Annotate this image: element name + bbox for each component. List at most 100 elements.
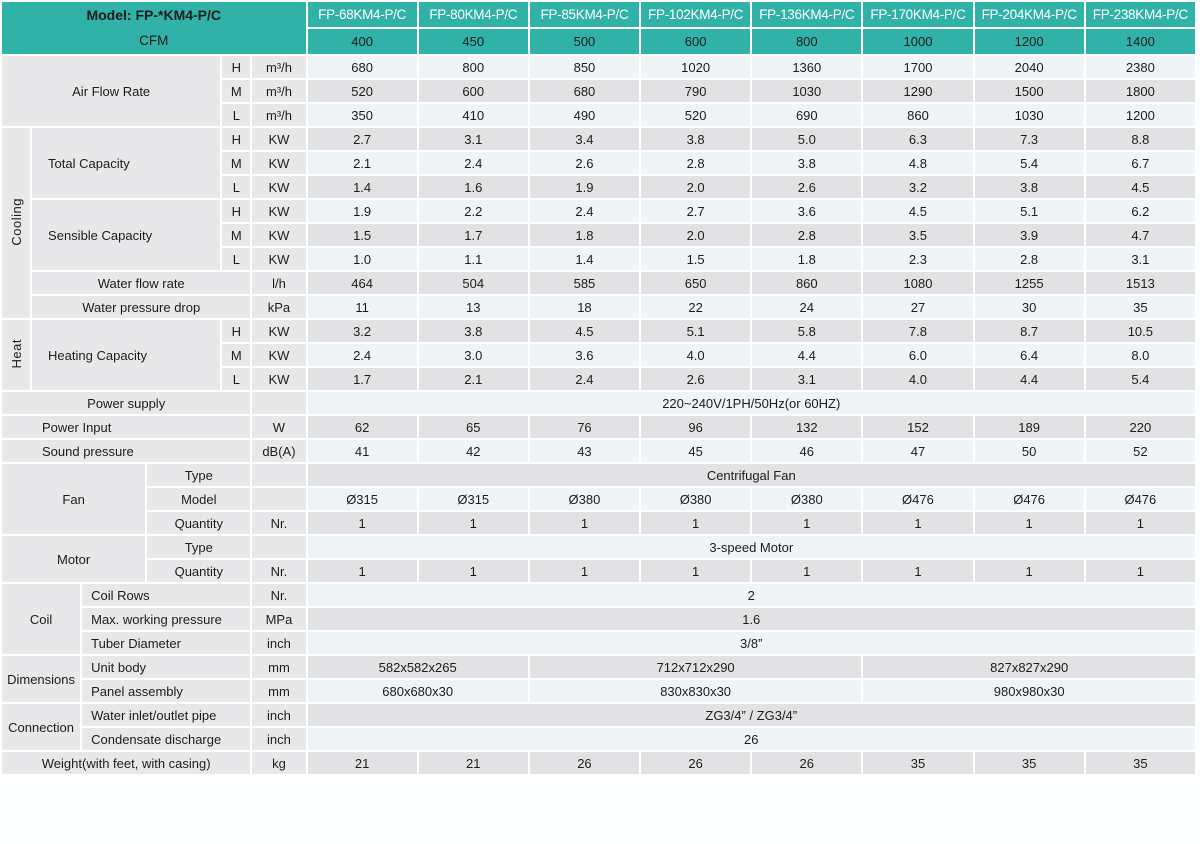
group-cooling: Cooling — [0, 126, 33, 320]
data-cell: 26 — [639, 750, 753, 776]
data-cell: 1.7 — [416, 222, 530, 248]
data-cell: 1500 — [972, 78, 1086, 104]
data-cell: 5.4 — [1083, 366, 1198, 392]
data-cell: 800 — [416, 54, 530, 80]
cfm-value: 1400 — [1083, 27, 1198, 56]
data-cell: 690 — [750, 102, 864, 128]
unit-cell: inch — [250, 630, 308, 656]
table-row: Fan Type Centrifugal Fan — [0, 462, 1198, 536]
table-row: Sound pressure dB(A) 41 42 43 45 46 47 50 52 — [0, 438, 1198, 464]
data-cell: 680 — [305, 54, 419, 80]
data-cell: 8.0 — [1083, 342, 1198, 368]
data-cell: 10.5 — [1083, 318, 1198, 344]
table-row: Motor Type 3-speed Motor — [0, 534, 1198, 584]
column-header: FP-170KM4-P/C — [861, 0, 975, 29]
table-row: Heat Heating Capacity H KW 3.2 3.8 4.5 5.1 5.8 7.… — [0, 318, 1198, 392]
cfm-label: CFM — [139, 33, 169, 48]
unit-cell: KW — [250, 318, 308, 344]
data-cell: 76 — [527, 414, 642, 440]
data-cell-merged: 3/8” — [305, 630, 1198, 656]
table-row: Condensate discharge inch 26 — [1, 726, 1198, 752]
sub-label: L — [220, 174, 253, 200]
data-cell: 62 — [305, 414, 419, 440]
data-cell: 30 — [972, 294, 1086, 320]
data-cell: 47 — [861, 438, 975, 464]
data-cell: 2.0 — [639, 222, 753, 248]
table-row: M KW 1.5 1.7 1.8 2.0 2.8 3.5 3.9 4.7 — [1, 222, 1198, 248]
cfm-value: 1200 — [972, 27, 1086, 56]
group-connection: Connection — [0, 702, 83, 752]
data-cell: 3.6 — [750, 198, 864, 224]
data-cell: 1 — [972, 558, 1086, 584]
data-cell: 6.0 — [861, 342, 975, 368]
data-cell: 18 — [527, 294, 642, 320]
data-cell: 1.1 — [416, 246, 530, 272]
table-row: Power supply 220~240V/1PH/50Hz(or 60HZ) — [0, 390, 1198, 416]
data-cell: 1 — [972, 510, 1086, 536]
data-cell: 22 — [639, 294, 753, 320]
table-row: Weight(with feet, with casing) kg 21 21 26 26… — [0, 750, 1198, 776]
column-header: FP-68KM4-P/C — [305, 0, 419, 29]
data-cell: 504 — [416, 270, 530, 296]
sub-label: L — [220, 102, 253, 128]
unit-cell — [250, 462, 308, 488]
data-cell: 65 — [416, 414, 530, 440]
data-cell: 132 — [750, 414, 864, 440]
data-cell: 790 — [639, 78, 753, 104]
data-cell: 8.8 — [1083, 126, 1198, 152]
data-cell: 410 — [416, 102, 530, 128]
data-cell: 1.0 — [305, 246, 419, 272]
data-cell: 7.8 — [861, 318, 975, 344]
table-row: L KW 1.4 1.6 1.9 2.0 2.6 3.2 3.8 4.5 — [1, 174, 1198, 200]
data-cell: 2.7 — [639, 198, 753, 224]
cfm-value: 800 — [750, 27, 864, 56]
data-cell: 350 — [305, 102, 419, 128]
data-cell: 490 — [527, 102, 642, 128]
column-header: FP-238KM4-P/C — [1083, 0, 1198, 29]
table-row: L KW 1.7 2.1 2.4 2.6 3.1 4.0 4.4 5.4 — [1, 366, 1198, 392]
data-cell: 585 — [527, 270, 642, 296]
data-cell: 3.5 — [861, 222, 975, 248]
unit-cell — [250, 534, 308, 560]
group-fan: Fan — [0, 462, 148, 536]
unit-cell: m³/h — [250, 78, 308, 104]
data-cell: 8.7 — [972, 318, 1086, 344]
data-cell: 1.8 — [527, 222, 642, 248]
data-cell: 2.3 — [861, 246, 975, 272]
data-cell: 26 — [750, 750, 864, 776]
unit-cell: dB(A) — [250, 438, 308, 464]
table-row: Tuber Diameter inch 3/8” — [1, 630, 1198, 656]
row-label-weight-with-feet-with-casing: Weight(with feet, with casing) — [0, 750, 253, 776]
sub-label: Type — [145, 462, 253, 488]
data-cell-merged: 3-speed Motor — [305, 534, 1198, 560]
data-cell: 4.0 — [639, 342, 753, 368]
unit-cell: KW — [250, 246, 308, 272]
row-label-condensate-discharge: Condensate discharge — [80, 726, 253, 752]
row-label-sound-pressure: Sound pressure — [0, 438, 253, 464]
sub-label: M — [220, 342, 253, 368]
unit-cell: KW — [250, 126, 308, 152]
data-cell: 1 — [1083, 510, 1198, 536]
table-row: Dimensions Unit body mm 582x582x265 712x712x… — [0, 654, 1197, 704]
model-header: Model: FP-*KM4-P/C CFM — [0, 0, 308, 56]
spec-table-body: Model: FP-*KM4-P/C CFM FP-68KM4-P/C FP-80KM… — [0, 0, 1198, 776]
data-cell: 1 — [639, 558, 753, 584]
unit-cell — [250, 390, 308, 416]
group-motor: Motor — [0, 534, 148, 584]
data-cell: 2.0 — [639, 174, 753, 200]
data-cell: 2.6 — [639, 366, 753, 392]
data-cell: 2040 — [972, 54, 1086, 80]
row-label-water-pressure-drop: Water pressure drop — [30, 294, 253, 320]
data-cell: 21 — [305, 750, 419, 776]
data-cell: 4.7 — [1083, 222, 1198, 248]
data-cell: 1 — [861, 510, 975, 536]
data-cell: Ø476 — [972, 486, 1086, 512]
data-cell: 6.4 — [972, 342, 1086, 368]
table-row: Water flow rate l/h 464 504 585 650 860 1080 125… — [1, 270, 1198, 296]
data-cell: 2.8 — [750, 222, 864, 248]
data-cell: Ø380 — [750, 486, 864, 512]
data-cell: 26 — [527, 750, 642, 776]
data-cell: 1030 — [972, 102, 1086, 128]
row-label-power-input: Power Input — [0, 414, 253, 440]
